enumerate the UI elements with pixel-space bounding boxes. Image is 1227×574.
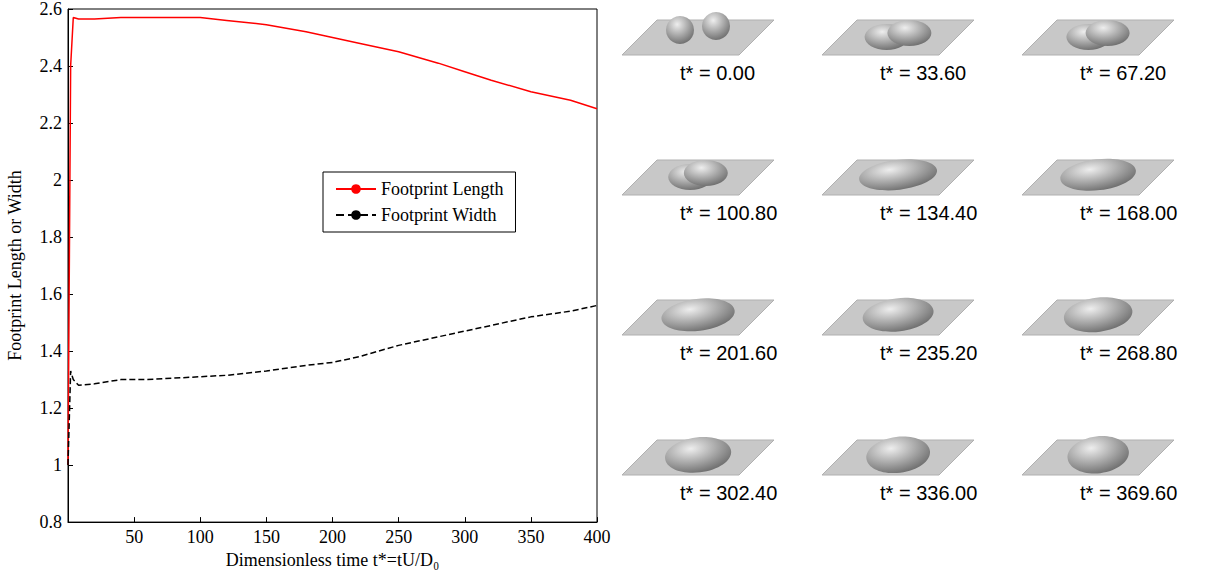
svg-text:Footprint Length or Width: Footprint Length or Width — [5, 170, 25, 360]
svg-text:1.4: 1.4 — [40, 341, 63, 361]
svg-text:t* = 168.00: t* = 168.00 — [1080, 202, 1177, 224]
svg-text:250: 250 — [385, 527, 412, 547]
svg-text:150: 150 — [253, 527, 280, 547]
svg-text:t* = 100.80: t* = 100.80 — [680, 202, 777, 224]
svg-text:300: 300 — [451, 527, 478, 547]
svg-text:1.8: 1.8 — [40, 227, 63, 247]
svg-text:Footprint Length: Footprint Length — [381, 179, 504, 199]
svg-text:t* = 201.60: t* = 201.60 — [680, 342, 777, 364]
svg-text:t* = 67.20: t* = 67.20 — [1080, 62, 1166, 84]
svg-text:200: 200 — [319, 527, 346, 547]
svg-text:t* = 268.80: t* = 268.80 — [1080, 342, 1177, 364]
svg-text:t* = 0.00: t* = 0.00 — [680, 62, 755, 84]
svg-text:0.8: 0.8 — [40, 512, 63, 532]
svg-text:t* = 235.20: t* = 235.20 — [880, 342, 977, 364]
svg-text:1.2: 1.2 — [40, 398, 63, 418]
svg-text:100: 100 — [187, 527, 214, 547]
svg-text:Dimensionless time t*=tU/D₀: Dimensionless time t*=tU/D₀ — [226, 550, 439, 570]
svg-text:350: 350 — [517, 527, 544, 547]
svg-text:2: 2 — [53, 170, 62, 190]
svg-text:t* = 336.00: t* = 336.00 — [880, 482, 977, 504]
svg-text:Footprint Width: Footprint Width — [381, 205, 496, 225]
svg-text:t* = 302.40: t* = 302.40 — [680, 482, 777, 504]
svg-text:2.4: 2.4 — [40, 56, 63, 76]
svg-text:400: 400 — [584, 527, 611, 547]
svg-text:t* = 134.40: t* = 134.40 — [880, 202, 977, 224]
svg-text:t* = 33.60: t* = 33.60 — [880, 62, 966, 84]
svg-text:2.2: 2.2 — [40, 113, 63, 133]
svg-text:50: 50 — [125, 527, 143, 547]
svg-text:2.6: 2.6 — [40, 0, 63, 19]
svg-text:t* = 369.60: t* = 369.60 — [1080, 482, 1177, 504]
svg-text:1.6: 1.6 — [40, 284, 63, 304]
svg-text:1: 1 — [53, 455, 62, 475]
